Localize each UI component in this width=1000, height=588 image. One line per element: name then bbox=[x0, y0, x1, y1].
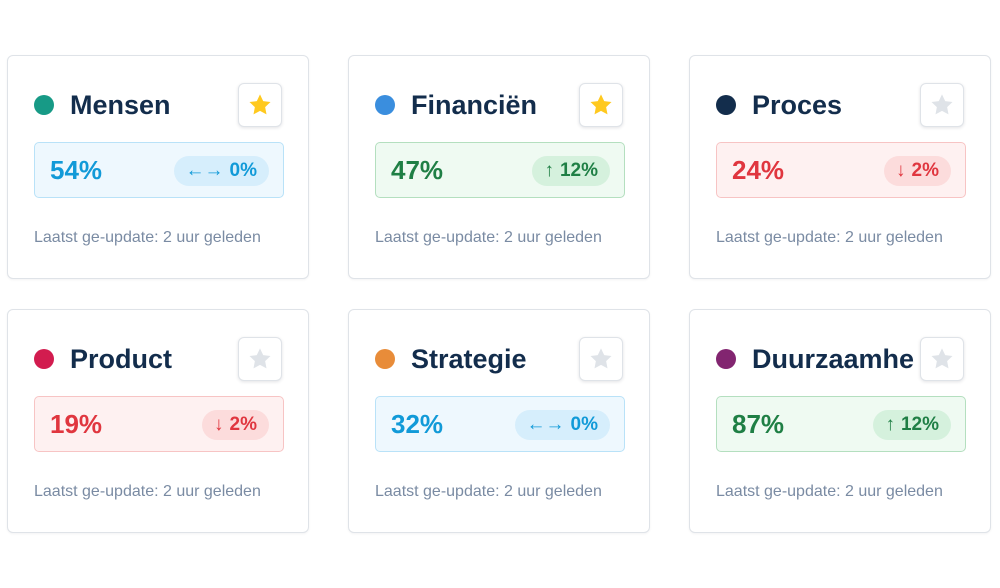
trend-delta: 0% bbox=[570, 414, 598, 435]
star-icon bbox=[249, 94, 271, 115]
last-updated: Laatst ge-update: 2 uur geleden bbox=[375, 483, 602, 500]
trend-delta: 0% bbox=[229, 160, 257, 181]
metric-value: 19% bbox=[50, 409, 103, 439]
category-dot bbox=[34, 349, 54, 369]
trend-arrow-icon: ↓ bbox=[214, 414, 224, 435]
star-icon bbox=[931, 94, 953, 115]
trend-badge: ↓ 2% bbox=[884, 156, 951, 186]
metric-value: 24% bbox=[732, 155, 785, 185]
star-icon bbox=[590, 94, 612, 115]
metric-box: 47% ↑ 12% bbox=[375, 142, 625, 198]
card-proces[interactable]: Proces 24% ↓ 2% Laatst ge-update: 2 uur … bbox=[689, 55, 991, 279]
card-financien[interactable]: Financiën 47% ↑ 12% Laatst ge-update: 2 … bbox=[348, 55, 650, 279]
last-updated: Laatst ge-update: 2 uur geleden bbox=[34, 483, 261, 500]
trend-delta: 12% bbox=[559, 160, 598, 181]
metric-box: 19% ↓ 2% bbox=[34, 396, 284, 452]
trend-badge: ←→ 0% bbox=[173, 156, 269, 186]
card-title: Duurzaamhe bbox=[752, 344, 915, 374]
category-dot bbox=[716, 349, 736, 369]
trend-badge: ↑ 12% bbox=[873, 410, 951, 440]
last-updated: Laatst ge-update: 2 uur geleden bbox=[716, 229, 943, 246]
last-updated: Laatst ge-update: 2 uur geleden bbox=[34, 229, 261, 246]
card-title: Mensen bbox=[70, 90, 171, 120]
favorite-button[interactable] bbox=[920, 337, 964, 381]
category-dot bbox=[375, 349, 395, 369]
card-strategie[interactable]: Strategie 32% ←→ 0% Laatst ge-update: 2 … bbox=[348, 309, 650, 533]
favorite-button[interactable] bbox=[579, 83, 623, 127]
metric-value: 47% bbox=[391, 155, 444, 185]
trend-delta: 2% bbox=[229, 414, 257, 435]
metric-value: 54% bbox=[50, 155, 103, 185]
trend-delta: 2% bbox=[911, 160, 939, 181]
favorite-button[interactable] bbox=[238, 83, 282, 127]
card-title: Financiën bbox=[411, 90, 538, 120]
card-title: Product bbox=[70, 344, 173, 374]
card-title: Strategie bbox=[411, 344, 527, 374]
trend-delta: 12% bbox=[900, 414, 939, 435]
trend-arrow-icon: ←→ bbox=[526, 414, 565, 435]
favorite-button[interactable] bbox=[920, 83, 964, 127]
metric-box: 32% ←→ 0% bbox=[375, 396, 625, 452]
star-icon bbox=[590, 348, 612, 369]
category-dot bbox=[716, 95, 736, 115]
trend-badge: ←→ 0% bbox=[514, 410, 610, 440]
last-updated: Laatst ge-update: 2 uur geleden bbox=[375, 229, 602, 246]
metric-box: 24% ↓ 2% bbox=[716, 142, 966, 198]
last-updated: Laatst ge-update: 2 uur geleden bbox=[716, 483, 943, 500]
card-duurzaamheid[interactable]: Duurzaamhe 87% ↑ 12% Laatst ge-update: 2… bbox=[689, 309, 991, 533]
trend-arrow-icon: ↑ bbox=[544, 160, 554, 181]
metric-box: 87% ↑ 12% bbox=[716, 396, 966, 452]
trend-arrow-icon: ←→ bbox=[185, 160, 224, 181]
trend-arrow-icon: ↓ bbox=[896, 160, 906, 181]
favorite-button[interactable] bbox=[579, 337, 623, 381]
trend-badge: ↓ 2% bbox=[202, 410, 269, 440]
metric-value: 32% bbox=[391, 409, 444, 439]
card-mensen[interactable]: Mensen 54% ←→ 0% Laatst ge-update: 2 uur… bbox=[7, 55, 309, 279]
category-dot bbox=[375, 95, 395, 115]
metric-value: 87% bbox=[732, 409, 785, 439]
category-dot bbox=[34, 95, 54, 115]
trend-arrow-icon: ↑ bbox=[885, 414, 895, 435]
favorite-button[interactable] bbox=[238, 337, 282, 381]
card-product[interactable]: Product 19% ↓ 2% Laatst ge-update: 2 uur… bbox=[7, 309, 309, 533]
trend-badge: ↑ 12% bbox=[532, 156, 610, 186]
card-title: Proces bbox=[752, 90, 843, 120]
star-icon bbox=[249, 348, 271, 369]
metric-box: 54% ←→ 0% bbox=[34, 142, 284, 198]
star-icon bbox=[931, 348, 953, 369]
